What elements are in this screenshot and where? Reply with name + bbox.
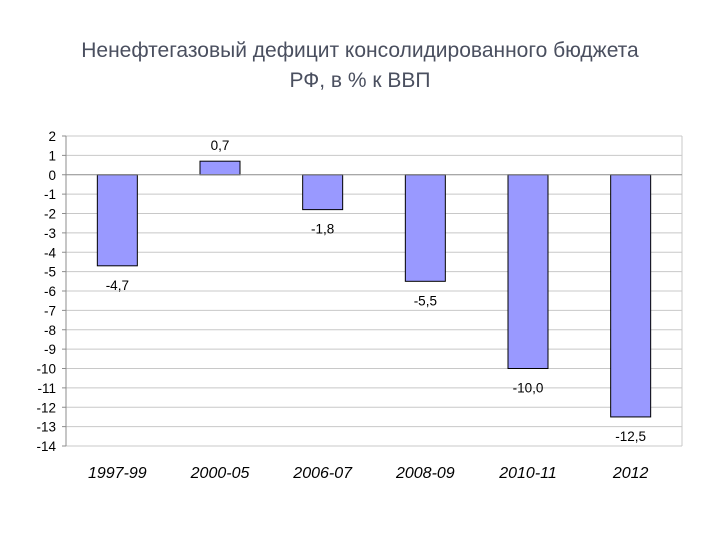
bar (199, 160, 241, 176)
y-tick-label: -6 (44, 284, 56, 299)
x-tick-label: 2006-07 (292, 465, 353, 482)
x-tick-label: 2008-09 (395, 465, 455, 482)
chart-title: Ненефтегазовый дефицит консолидированног… (20, 36, 700, 96)
data-label: -12,5 (615, 429, 646, 444)
bar (302, 174, 344, 211)
y-tick-label: -9 (44, 342, 56, 357)
x-tick-label: 2000-05 (190, 465, 250, 482)
x-tick-label: 1997-99 (88, 465, 147, 482)
y-tick-label: -8 (44, 323, 56, 338)
y-tick-label: -7 (44, 303, 56, 318)
data-label: -5,5 (414, 293, 437, 308)
title-line-2: РФ, в % к ВВП (289, 69, 431, 92)
data-label: -1,8 (311, 222, 334, 237)
x-tick-label: 2010-11 (498, 465, 557, 482)
y-tick-label: 1 (48, 148, 56, 163)
data-label: 0,7 (211, 138, 230, 153)
bar (404, 174, 446, 282)
bar (610, 174, 652, 418)
y-tick-label: -11 (37, 381, 56, 396)
y-tick-label: 0 (48, 168, 56, 183)
y-tick-label: 2 (48, 129, 56, 144)
y-tick-label: -10 (36, 362, 56, 377)
title-line-1: Ненефтегазовый дефицит консолидированног… (81, 39, 639, 62)
bar (96, 174, 138, 267)
data-label: -4,7 (106, 278, 129, 293)
x-tick-label: 2012 (612, 465, 649, 482)
bar (507, 174, 549, 369)
data-label: -10,0 (513, 381, 544, 396)
y-tick-label: -13 (36, 420, 56, 435)
y-tick-label: -1 (44, 187, 56, 202)
y-tick-label: -3 (44, 226, 56, 241)
y-tick-label: -5 (44, 265, 56, 280)
y-tick-label: -2 (44, 207, 56, 222)
y-tick-label: -14 (36, 439, 56, 454)
y-tick-label: -4 (44, 245, 56, 260)
y-tick-label: -12 (36, 400, 56, 415)
